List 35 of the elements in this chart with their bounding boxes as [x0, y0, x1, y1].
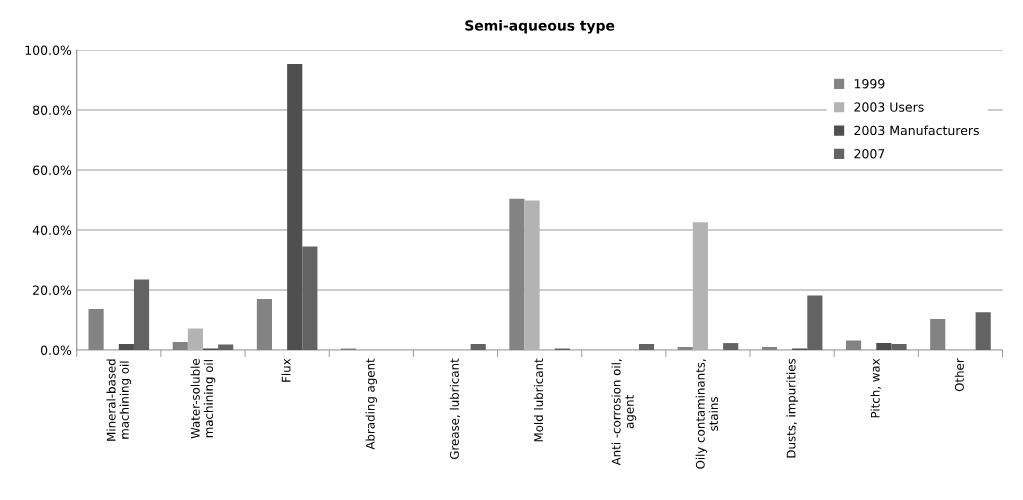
bar: [723, 343, 739, 350]
bar: [807, 295, 823, 350]
bar: [187, 328, 203, 350]
x-tick-label: Abrading agent: [365, 358, 378, 450]
bar: [218, 344, 234, 350]
y-tick-label: 40.0%: [32, 225, 72, 235]
x-tick-label: Water-soluble machining oil: [190, 358, 216, 439]
x-tick-label: Oily contaminants, stains: [695, 359, 718, 469]
x-tick-label: Mineral-based machining oil: [106, 359, 132, 441]
chart-title: Semi-aqueous type: [465, 20, 615, 34]
x-tick-label: Grease, lubricant: [449, 358, 461, 460]
bar: [302, 246, 318, 350]
y-tick-label: 0.0%: [40, 345, 72, 355]
bar: [975, 312, 991, 350]
legend-label: 1999: [854, 78, 885, 89]
x-tick-label: Pitch, wax: [870, 358, 881, 418]
y-tick-label: 20.0%: [33, 285, 72, 295]
legend-label: 2003 Manufacturers: [854, 125, 979, 136]
y-tick-label: 80.0%: [33, 105, 72, 115]
bar: [638, 344, 655, 350]
x-tick-label: Anti -corrosion oil, agent: [611, 359, 637, 466]
x-tick-label: Mold lubricant: [533, 358, 544, 442]
bar: [287, 64, 303, 350]
y-tick-label: 100.0%: [25, 45, 72, 55]
bar: [876, 343, 892, 350]
bar: [470, 344, 486, 350]
y-tick-label: 60.0%: [33, 165, 72, 175]
x-tick-label: Dusts, impurities: [786, 358, 798, 458]
bar: [118, 344, 134, 350]
x-tick-label: Other: [954, 358, 964, 392]
x-tick-label: Flux: [281, 358, 291, 382]
bar: [891, 344, 907, 350]
legend-label: 2003 Users: [854, 102, 924, 112]
legend-label: 2007: [854, 149, 885, 159]
bar: [133, 279, 150, 350]
